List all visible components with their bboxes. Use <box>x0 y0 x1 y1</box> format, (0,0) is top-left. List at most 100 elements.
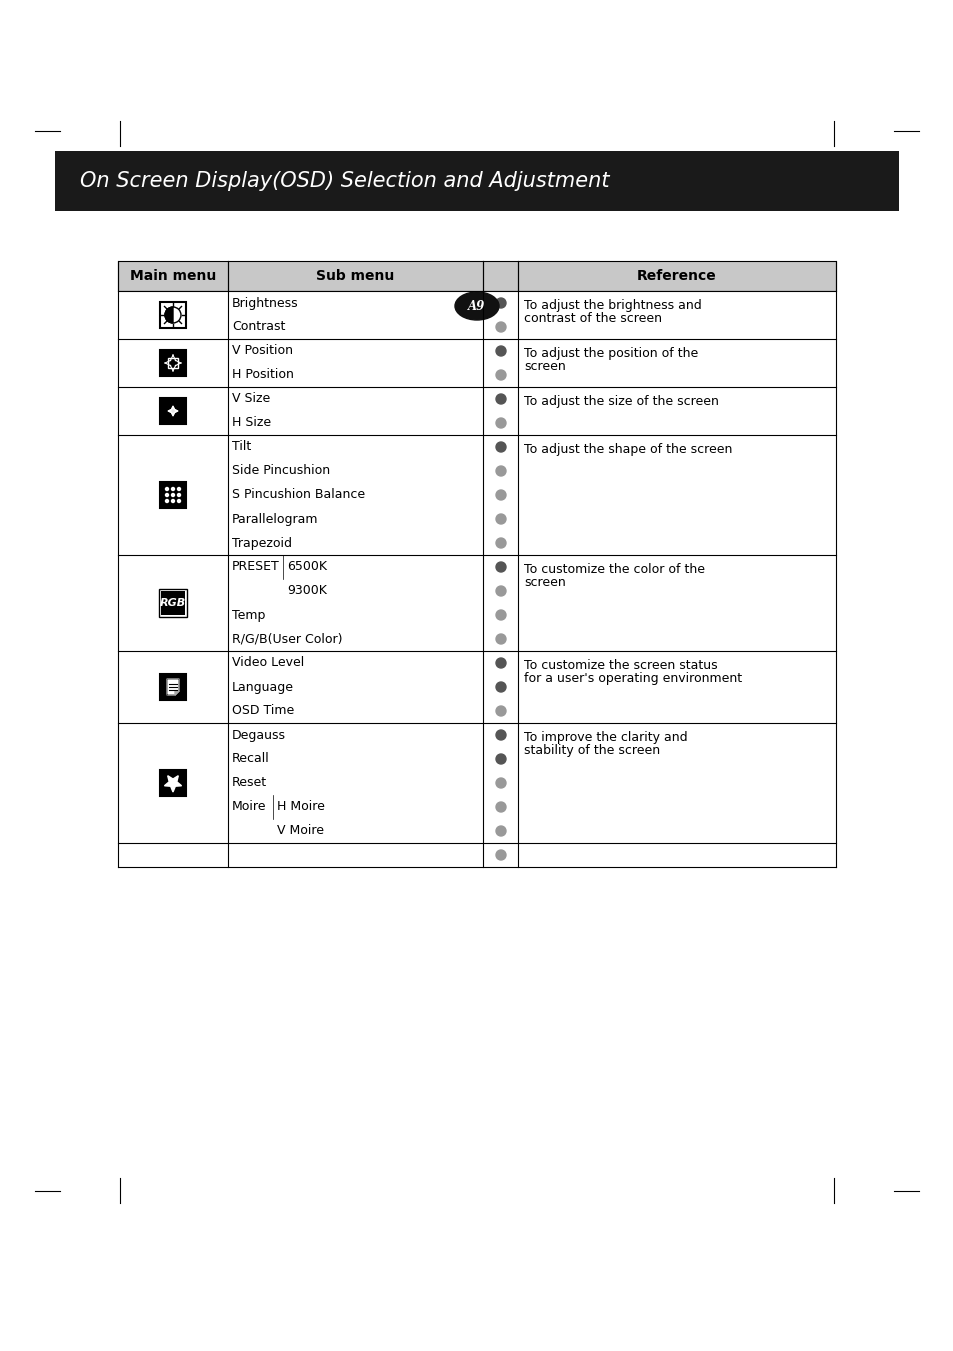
Text: To adjust the shape of the screen: To adjust the shape of the screen <box>523 443 732 455</box>
Text: H Moire: H Moire <box>276 801 325 813</box>
Text: Main menu: Main menu <box>130 269 216 282</box>
Circle shape <box>496 370 505 380</box>
Circle shape <box>496 850 505 861</box>
FancyBboxPatch shape <box>160 399 186 424</box>
Circle shape <box>496 538 505 549</box>
FancyBboxPatch shape <box>160 770 186 796</box>
FancyBboxPatch shape <box>161 590 185 615</box>
FancyBboxPatch shape <box>118 339 835 386</box>
Text: Brightness: Brightness <box>232 296 298 309</box>
Circle shape <box>172 493 174 497</box>
Circle shape <box>165 488 169 490</box>
Text: Video Level: Video Level <box>232 657 304 670</box>
Text: S Pincushion Balance: S Pincushion Balance <box>232 489 365 501</box>
Text: H Size: H Size <box>232 416 271 430</box>
Text: Degauss: Degauss <box>232 728 286 742</box>
Circle shape <box>496 825 505 836</box>
Text: Language: Language <box>232 681 294 693</box>
Text: Contrast: Contrast <box>232 320 285 334</box>
Circle shape <box>496 562 505 571</box>
Circle shape <box>496 611 505 620</box>
FancyBboxPatch shape <box>160 303 186 328</box>
Text: To improve the clarity and: To improve the clarity and <box>523 731 687 744</box>
Text: Side Pincushion: Side Pincushion <box>232 465 330 477</box>
Circle shape <box>177 500 180 503</box>
Text: screen: screen <box>523 359 565 373</box>
Text: Sub menu: Sub menu <box>316 269 395 282</box>
FancyBboxPatch shape <box>55 151 898 211</box>
Circle shape <box>496 730 505 740</box>
Text: Parallelogram: Parallelogram <box>232 512 318 526</box>
Circle shape <box>496 394 505 404</box>
Wedge shape <box>165 307 172 323</box>
Text: Temp: Temp <box>232 608 265 621</box>
FancyBboxPatch shape <box>160 482 186 508</box>
Text: To customize the screen status: To customize the screen status <box>523 659 717 671</box>
Circle shape <box>496 346 505 357</box>
Text: screen: screen <box>523 576 565 589</box>
Text: for a user's operating environment: for a user's operating environment <box>523 671 741 685</box>
FancyBboxPatch shape <box>118 555 835 651</box>
Polygon shape <box>167 680 179 694</box>
Circle shape <box>496 682 505 692</box>
FancyBboxPatch shape <box>118 723 835 843</box>
FancyBboxPatch shape <box>118 435 835 555</box>
Polygon shape <box>174 690 179 694</box>
Text: V Size: V Size <box>232 393 270 405</box>
Text: V Position: V Position <box>232 345 293 358</box>
Text: OSD Time: OSD Time <box>232 704 294 717</box>
FancyBboxPatch shape <box>168 358 178 367</box>
Circle shape <box>177 488 180 490</box>
Text: PRESET: PRESET <box>232 561 279 574</box>
Circle shape <box>496 707 505 716</box>
Circle shape <box>496 417 505 428</box>
FancyBboxPatch shape <box>118 386 835 435</box>
Text: To adjust the position of the: To adjust the position of the <box>523 347 698 359</box>
Circle shape <box>496 634 505 644</box>
Circle shape <box>177 493 180 497</box>
Circle shape <box>165 493 169 497</box>
Text: Trapezoid: Trapezoid <box>232 536 292 550</box>
FancyBboxPatch shape <box>118 651 835 723</box>
Text: H Position: H Position <box>232 369 294 381</box>
Text: A9: A9 <box>468 300 485 312</box>
Circle shape <box>165 500 169 503</box>
FancyBboxPatch shape <box>118 290 835 339</box>
Circle shape <box>496 802 505 812</box>
Circle shape <box>496 490 505 500</box>
Text: R/G/B(User Color): R/G/B(User Color) <box>232 632 342 646</box>
Text: 6500K: 6500K <box>287 561 327 574</box>
FancyBboxPatch shape <box>159 589 187 617</box>
Circle shape <box>496 299 505 308</box>
Text: V Moire: V Moire <box>276 824 324 838</box>
Text: RGB: RGB <box>160 598 186 608</box>
FancyBboxPatch shape <box>118 261 835 290</box>
Text: Recall: Recall <box>232 753 270 766</box>
Circle shape <box>496 322 505 332</box>
Text: On Screen Display(OSD) Selection and Adjustment: On Screen Display(OSD) Selection and Adj… <box>80 172 609 190</box>
Circle shape <box>165 307 181 323</box>
Circle shape <box>172 488 174 490</box>
Text: stability of the screen: stability of the screen <box>523 744 659 757</box>
Circle shape <box>172 500 174 503</box>
Polygon shape <box>164 775 181 792</box>
Circle shape <box>496 466 505 476</box>
Text: 9300K: 9300K <box>287 585 327 597</box>
Text: Moire: Moire <box>232 801 266 813</box>
Text: To adjust the size of the screen: To adjust the size of the screen <box>523 394 719 408</box>
FancyBboxPatch shape <box>160 674 186 700</box>
Text: To adjust the brightness and: To adjust the brightness and <box>523 299 701 312</box>
Text: Reference: Reference <box>637 269 716 282</box>
Circle shape <box>496 513 505 524</box>
Text: Reset: Reset <box>232 777 267 789</box>
FancyBboxPatch shape <box>160 350 186 376</box>
Circle shape <box>496 442 505 453</box>
Text: Tilt: Tilt <box>232 440 251 454</box>
Circle shape <box>496 754 505 765</box>
Circle shape <box>496 586 505 596</box>
Ellipse shape <box>455 292 498 320</box>
Text: contrast of the screen: contrast of the screen <box>523 312 661 324</box>
Circle shape <box>496 778 505 788</box>
Text: To customize the color of the: To customize the color of the <box>523 563 704 576</box>
Circle shape <box>496 658 505 667</box>
